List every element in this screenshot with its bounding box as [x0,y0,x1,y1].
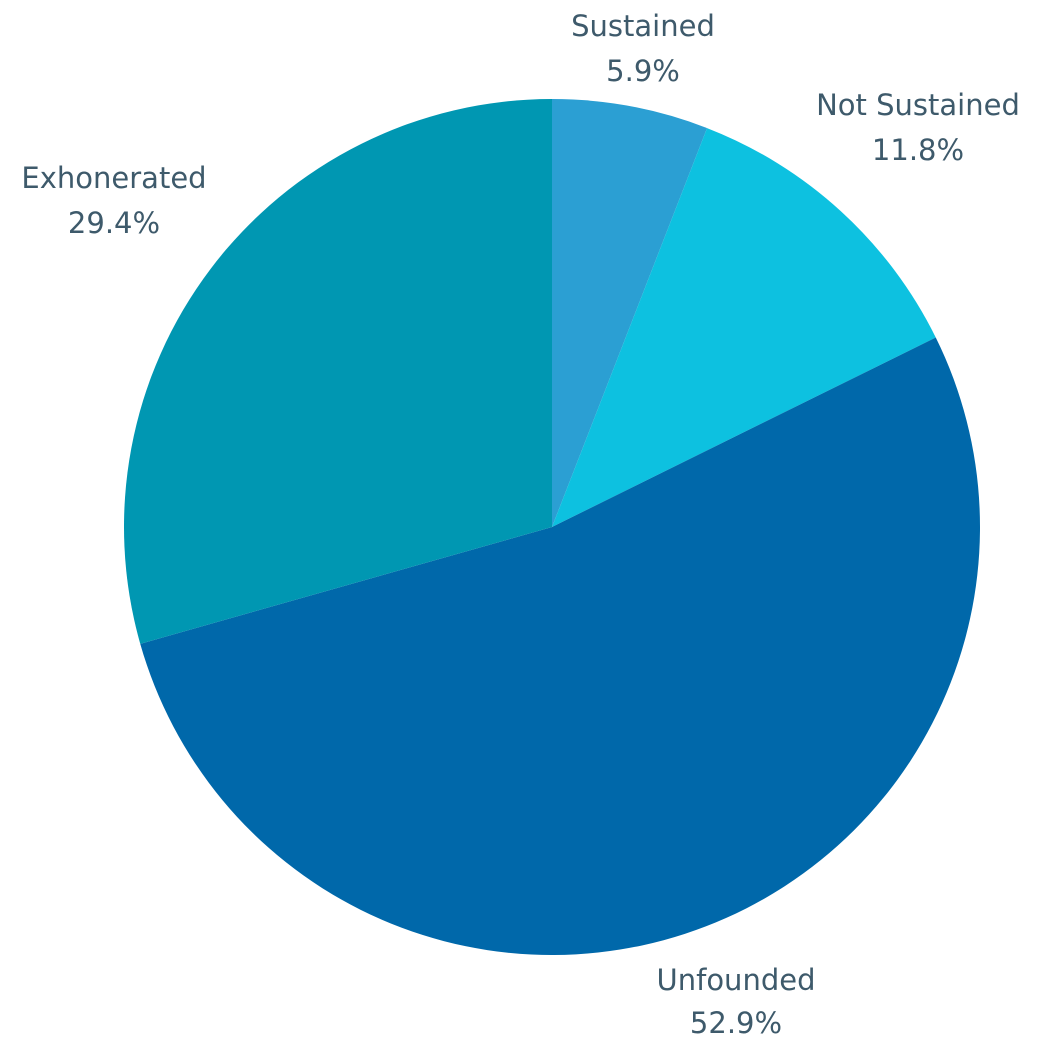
slice-label-exhonerated: Exhonerated [21,161,206,195]
slice-value-not-sustained: 11.8% [872,133,964,167]
slice-label-sustained: Sustained [571,9,715,43]
slice-label-not-sustained: Not Sustained [816,88,1020,122]
pie-slice-sustained [552,99,708,527]
pie-slice-not-sustained [552,128,936,527]
pie-labels: Sustained 5.9% Not Sustained 11.8% Unfou… [21,9,1019,1038]
slice-value-exhonerated: 29.4% [68,206,160,240]
pie-slice-exhonerated [123,99,552,644]
slice-label-unfounded: Unfounded [657,963,816,997]
pie-slices [123,99,981,956]
slice-value-sustained: 5.9% [606,54,680,88]
pie-slice-unfounded [140,337,981,956]
slice-value-unfounded: 52.9% [690,1006,782,1038]
